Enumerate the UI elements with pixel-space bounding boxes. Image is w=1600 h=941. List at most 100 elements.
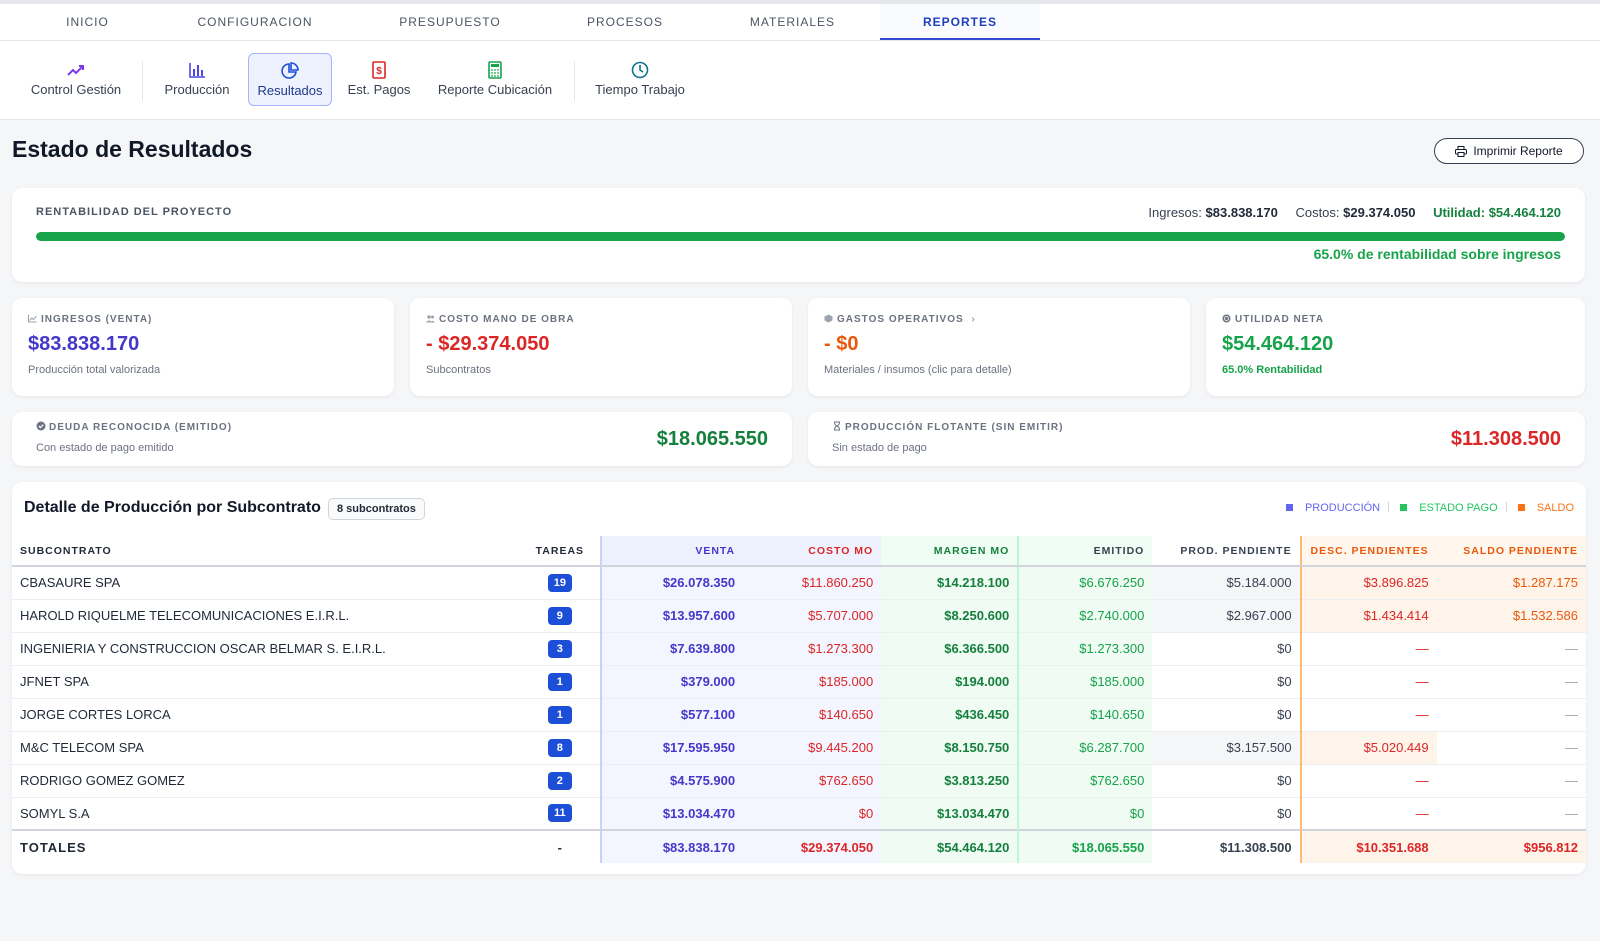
kpi-gastos-card[interactable]: GASTOS OPERATIVOS › - $0 Materiales / in… (808, 298, 1190, 396)
subnav-tiempo-trabajo[interactable]: Tiempo Trabajo (588, 53, 692, 106)
kpi-ingresos-card: INGRESOS (VENTA) $83.838.170 Producción … (12, 298, 394, 396)
kpi-costo-card: COSTO MANO DE OBRA - $29.374.050 Subcont… (410, 298, 792, 396)
col-saldo-pendiente: SALDO PENDIENTE (1436, 536, 1586, 567)
col-desc-pendientes: DESC. PENDIENTES (1299, 536, 1437, 567)
kpi-label-text: UTILIDAD NETA (1235, 314, 1324, 325)
cell-value: $7.639.800 (670, 641, 736, 656)
kpi-utilidad-sub: 65.0% Rentabilidad (1222, 364, 1323, 376)
cell-value: $0 (1129, 805, 1145, 821)
cell-value: $8.150.750 (944, 740, 1010, 755)
tab-configuracion[interactable]: CONFIGURACION (197, 15, 313, 29)
detalle-table-card: Detalle de Producción por Subcontrato 8 … (12, 482, 1586, 874)
users-icon (426, 315, 435, 323)
cell-value: $26.078.350 (662, 575, 736, 591)
cell-tareas: 9 (519, 599, 601, 633)
kpi-costo-label: COSTO MANO DE OBRA (426, 314, 575, 325)
tab-presupuesto[interactable]: PRESUPUESTO (399, 15, 501, 29)
cell-value: $762.650 (1090, 773, 1145, 788)
cell-tareas: 1 (519, 665, 601, 699)
legend-estado-pago: ESTADO PAGO (1400, 502, 1498, 514)
cell-value: — (1415, 674, 1429, 689)
cell-prod-pendiente: $0 (1152, 764, 1301, 798)
tab-procesos[interactable]: PROCESOS (586, 15, 663, 29)
cell-subcontrato: JFNET SPA (12, 665, 520, 699)
tareas-count-badge: 19 (547, 573, 572, 592)
subnav-resultados[interactable]: Resultados (248, 53, 332, 106)
cell-subcontrato: JORGE CORTES LORCA (12, 698, 520, 732)
cell-value: — (1415, 707, 1429, 722)
totals-row: TOTALES - $83.838.170 $29.374.050 $54.464.12… (12, 829, 1586, 863)
cell-emitido: $6.676.250 (1017, 566, 1153, 600)
legend-saldo: SALDO (1517, 502, 1574, 514)
kpi-costo-value: - $29.374.050 (426, 333, 550, 355)
tareas-count-badge: 11 (547, 804, 572, 823)
page-title: Estado de Resultados (12, 136, 253, 162)
rentabilidad-percent-text: 65.0% de rentabilidad sobre ingresos (1313, 246, 1561, 262)
printer-icon (1455, 146, 1468, 157)
cell-value: TOTALES (20, 839, 87, 855)
hourglass-icon (834, 421, 840, 431)
cell-tareas: 1 (519, 698, 601, 732)
cell-saldo-pendiente: — (1436, 632, 1586, 666)
tab-reportes[interactable]: REPORTES (880, 4, 1040, 40)
table-legend: PRODUCCIÓN ESTADO PAGO SALDO (1278, 502, 1574, 514)
cell-emitido: $762.650 (1017, 764, 1153, 798)
cell-desc-pendientes: $5.020.449 (1299, 731, 1437, 765)
subnav-divider (142, 61, 143, 101)
subnav-est-pagos[interactable]: $ Est. Pagos (342, 53, 416, 106)
tab-materiales[interactable]: MATERIALES (749, 15, 836, 29)
subnav-produccion[interactable]: Producción (154, 53, 240, 106)
cell-tareas: 2 (519, 764, 601, 798)
cell-value: $9.445.200 (808, 740, 874, 755)
cell-value: M&C TELECOM SPA (20, 740, 144, 755)
subnav-reporte-cubicacion[interactable]: Reporte Cubicación (430, 53, 560, 106)
deuda-sub: Con estado de pago emitido (36, 442, 174, 454)
legend-label: ESTADO PAGO (1419, 502, 1498, 514)
kpi-gastos-label: GASTOS OPERATIVOS › (824, 314, 976, 325)
col-subcontrato: SUBCONTRATO (12, 536, 520, 567)
cell-value: $3.896.825 (1363, 575, 1429, 591)
cell-value: $17.595.950 (662, 740, 736, 755)
cell-value: $6.676.250 (1079, 575, 1145, 591)
flotante-value: $11.308.500 (1450, 428, 1561, 450)
cell-prod-pendiente: $3.157.500 (1152, 731, 1301, 765)
costos-label: Costos: (1295, 205, 1340, 220)
cell-value: $436.450 (955, 707, 1010, 722)
table-row: JORGE CORTES LORCA 1 $577.100 $140.650 $436.… (12, 698, 1586, 732)
cell-tareas: - (519, 829, 601, 863)
subnav-control-gestion[interactable]: Control Gestión (22, 53, 130, 106)
cell-value: $54.464.120 (937, 839, 1010, 855)
tab-inicio[interactable]: INICIO (66, 15, 109, 29)
calculator-icon (488, 61, 502, 79)
cell-value: $0 (1277, 641, 1292, 656)
legend-label: PRODUCCIÓN (1304, 502, 1381, 514)
cell-value: $194.000 (955, 674, 1010, 689)
col-margen-mo: MARGEN MO (881, 536, 1019, 567)
cell-costo-mo: $11.860.250 (743, 566, 882, 600)
cell-value: $6.366.500 (944, 641, 1010, 656)
cell-emitido: $18.065.550 (1017, 829, 1153, 863)
cell-value: $140.650 (1090, 707, 1145, 722)
cell-emitido: $0 (1017, 797, 1153, 831)
cell-saldo-pendiente: $1.287.175 (1436, 566, 1586, 600)
trend-icon (28, 314, 37, 323)
cell-saldo-pendiente: — (1436, 797, 1586, 831)
cell-value: $4.575.900 (670, 773, 736, 788)
cell-tareas: 11 (519, 797, 601, 831)
cell-subcontrato: CBASAURE SPA (12, 566, 520, 600)
cell-emitido: $6.287.700 (1017, 731, 1153, 765)
flotante-label: PRODUCCIÓN FLOTANTE (SIN EMITIR) (832, 421, 1063, 433)
dollar-doc-icon: $ (372, 61, 386, 79)
col-prod-pendiente: PROD. PENDIENTE (1152, 536, 1301, 567)
cell-prod-pendiente: $2.967.000 (1152, 599, 1301, 633)
cell-margen-mo: $194.000 (881, 665, 1019, 699)
table-row: RODRIGO GOMEZ GOMEZ 2 $4.575.900 $762.650 $3… (12, 764, 1586, 798)
subcontratos-count-badge: 8 subcontratos (328, 498, 425, 520)
print-report-button[interactable]: Imprimir Reporte (1434, 138, 1584, 164)
kpi-utilidad-card: UTILIDAD NETA $54.464.120 65.0% Rentabil… (1206, 298, 1585, 396)
cell-value: HAROLD RIQUELME TELECOMUNICACIONES E.I.R… (20, 608, 350, 623)
cell-venta: $17.595.950 (599, 731, 744, 765)
col-emitido: EMITIDO (1017, 536, 1153, 567)
table-row: JFNET SPA 1 $379.000 $185.000 $194.000 $185.0… (12, 665, 1586, 699)
cell-value: JORGE CORTES LORCA (20, 707, 171, 722)
